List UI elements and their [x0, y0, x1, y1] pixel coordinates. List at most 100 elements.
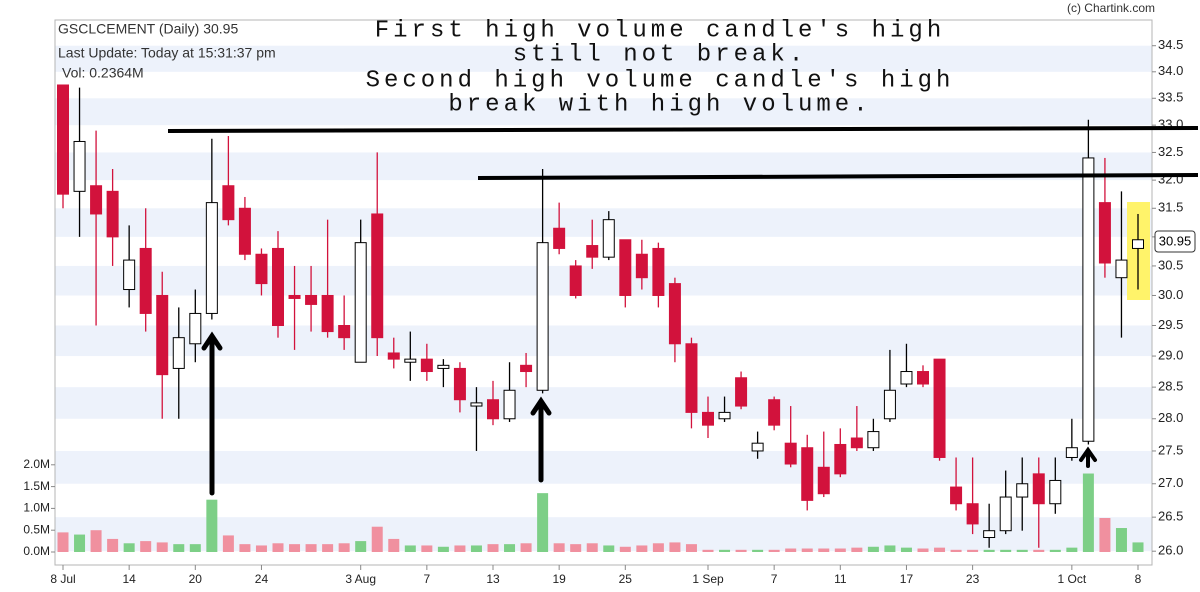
volume-bar	[338, 543, 350, 552]
grid-band	[55, 265, 1152, 296]
volume-bar	[90, 530, 102, 552]
candle-body	[883, 389, 896, 420]
volume-bar	[289, 544, 301, 552]
credit: (c) Chartink.com	[1067, 1, 1155, 15]
y-tick-label: 27.0	[1158, 475, 1183, 490]
x-tick-label: 13	[486, 572, 500, 586]
volume-bar	[487, 544, 499, 552]
volume-bar	[206, 499, 218, 552]
y2-tick-label: 0.0M	[23, 544, 50, 558]
volume-bar	[388, 538, 400, 552]
volume-bar	[1000, 549, 1012, 552]
candle-body	[1049, 479, 1062, 505]
candle-body	[106, 190, 119, 238]
grid-band	[55, 325, 1152, 357]
candle-body	[123, 259, 136, 291]
x-tick-label: 14	[122, 572, 136, 586]
volume-bar	[1115, 528, 1127, 552]
x-tick-label: 8	[1135, 572, 1142, 586]
arrow	[201, 331, 223, 496]
y-tick-label: 28.5	[1158, 379, 1183, 394]
candle-body	[371, 213, 384, 339]
volume-bar	[801, 548, 813, 552]
candle-body	[536, 242, 549, 391]
candle-body	[635, 253, 648, 279]
volume-bar	[900, 547, 912, 552]
volume-bar	[752, 549, 764, 552]
y-tick-label: 29.5	[1158, 317, 1183, 332]
candle-body	[784, 442, 797, 465]
candle-body	[586, 245, 599, 258]
candle-body	[73, 140, 86, 192]
volume-bar	[156, 542, 168, 552]
candle-body	[437, 364, 450, 369]
candle-body	[338, 325, 351, 339]
candle-body	[453, 367, 466, 401]
volume-bar	[1016, 549, 1028, 552]
candle-body	[1115, 259, 1128, 279]
volume-bar	[768, 549, 780, 552]
candle-body	[751, 442, 764, 452]
candle-body	[90, 185, 103, 215]
candle-body	[933, 358, 946, 458]
candle-body	[685, 343, 698, 413]
volume-bar	[520, 543, 532, 552]
x-tick-label: 3 Aug	[345, 572, 376, 586]
volume-bar	[107, 538, 119, 552]
candle-body	[718, 411, 731, 420]
volume-bar	[173, 544, 185, 552]
volume-bar	[305, 544, 317, 552]
candle-body	[520, 364, 533, 373]
volume-bar	[537, 493, 549, 552]
volume-bar	[867, 546, 879, 552]
candle-body	[305, 294, 318, 305]
candle-body	[1065, 447, 1078, 458]
y2-tick-label: 1.5M	[23, 479, 50, 493]
volume-bar	[586, 543, 598, 552]
arrow	[1079, 446, 1097, 468]
candle-body	[288, 294, 301, 299]
volume-bar	[967, 549, 979, 552]
volume-bar	[322, 544, 334, 552]
price-tag	[1154, 230, 1196, 253]
y-tick-label: 26.0	[1158, 543, 1183, 558]
grid-band	[55, 45, 1152, 72]
candle-body	[321, 294, 334, 333]
volume-bar	[1082, 473, 1094, 552]
candle-body	[139, 247, 152, 314]
volume-bar	[454, 545, 466, 552]
annotation: First high volume candle's high	[375, 17, 945, 44]
trend-line	[477, 173, 1199, 180]
candle-body	[238, 207, 251, 255]
x-tick-label: 20	[189, 572, 203, 586]
candle-body	[950, 486, 963, 505]
trend-line	[167, 126, 1199, 133]
volume-bar	[74, 534, 86, 552]
x-tick-label: 25	[619, 572, 633, 586]
candle-body	[999, 496, 1012, 532]
volume-bar	[570, 544, 582, 552]
volume-bar	[57, 532, 69, 552]
volume-bar	[669, 542, 681, 552]
volume-bar	[123, 543, 135, 552]
volume-bar	[355, 541, 367, 552]
last-price: 30.95	[1159, 233, 1192, 248]
annotation: still not break.	[513, 41, 807, 68]
volume-bar	[140, 541, 152, 552]
volume-bar	[239, 544, 251, 552]
x-tick-label: 7	[771, 572, 778, 586]
volume-bar	[735, 549, 747, 552]
x-tick-label: 23	[966, 572, 980, 586]
candle-body	[983, 530, 996, 539]
volume-bar	[983, 549, 995, 552]
candle-body	[553, 227, 566, 249]
volume-bar	[470, 545, 482, 552]
candle-body	[702, 411, 714, 426]
grid-band	[55, 450, 1152, 484]
candle-body	[867, 431, 880, 449]
volume-bar	[603, 545, 615, 552]
candle-body	[1098, 202, 1111, 264]
candle-body	[900, 371, 913, 385]
x-tick-label: 17	[900, 572, 914, 586]
